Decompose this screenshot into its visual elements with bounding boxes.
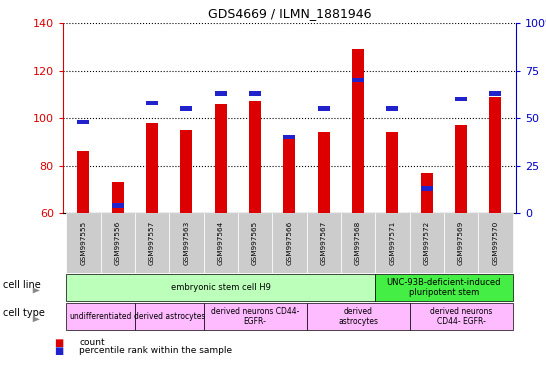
Bar	[215, 91, 227, 96]
Text: GSM997572: GSM997572	[424, 221, 430, 265]
Bar	[283, 139, 295, 213]
Bar	[112, 204, 124, 208]
Bar	[318, 132, 330, 213]
Bar	[489, 91, 501, 96]
Bar	[112, 182, 124, 213]
Text: GSM997557: GSM997557	[149, 221, 155, 265]
Title: GDS4669 / ILMN_1881946: GDS4669 / ILMN_1881946	[207, 7, 371, 20]
Text: GSM997570: GSM997570	[492, 221, 498, 265]
Text: cell type: cell type	[3, 308, 45, 318]
Bar	[283, 135, 295, 139]
Text: GSM997571: GSM997571	[389, 221, 395, 265]
Text: GSM997555: GSM997555	[80, 221, 86, 265]
Text: cell line: cell line	[3, 280, 40, 290]
Bar	[318, 106, 330, 111]
Bar	[249, 101, 261, 213]
Bar	[180, 106, 192, 111]
Bar	[249, 91, 261, 96]
Text: GSM997569: GSM997569	[458, 221, 464, 265]
Bar	[421, 173, 433, 213]
Text: GSM997565: GSM997565	[252, 221, 258, 265]
Text: UNC-93B-deficient-induced
pluripotent stem: UNC-93B-deficient-induced pluripotent st…	[387, 278, 501, 297]
Text: percentile rank within the sample: percentile rank within the sample	[79, 346, 232, 356]
Text: undifferentiated: undifferentiated	[69, 312, 132, 321]
Text: derived neurons
CD44- EGFR-: derived neurons CD44- EGFR-	[430, 307, 492, 326]
Bar	[215, 104, 227, 213]
Bar	[421, 186, 433, 190]
Text: GSM997563: GSM997563	[183, 221, 189, 265]
Bar	[489, 97, 501, 213]
Bar	[387, 132, 399, 213]
Bar	[78, 120, 90, 124]
Bar	[180, 130, 192, 213]
Bar	[146, 123, 158, 213]
Text: GSM997556: GSM997556	[115, 221, 121, 265]
Text: GSM997564: GSM997564	[218, 221, 224, 265]
Text: GSM997566: GSM997566	[287, 221, 292, 265]
Bar	[455, 97, 467, 101]
Bar	[387, 106, 399, 111]
Text: ■: ■	[55, 338, 64, 348]
Bar	[352, 49, 364, 213]
Bar	[146, 101, 158, 105]
Bar	[352, 78, 364, 82]
Text: ■: ■	[55, 346, 64, 356]
Text: GSM997568: GSM997568	[355, 221, 361, 265]
Text: GSM997567: GSM997567	[321, 221, 327, 265]
Text: derived neurons CD44-
EGFR-: derived neurons CD44- EGFR-	[211, 307, 299, 326]
Text: derived
astrocytes: derived astrocytes	[338, 307, 378, 326]
Bar	[78, 151, 90, 213]
Text: count: count	[79, 338, 105, 347]
Text: derived astrocytes: derived astrocytes	[134, 312, 205, 321]
Bar	[455, 125, 467, 213]
Text: embryonic stem cell H9: embryonic stem cell H9	[171, 283, 271, 292]
